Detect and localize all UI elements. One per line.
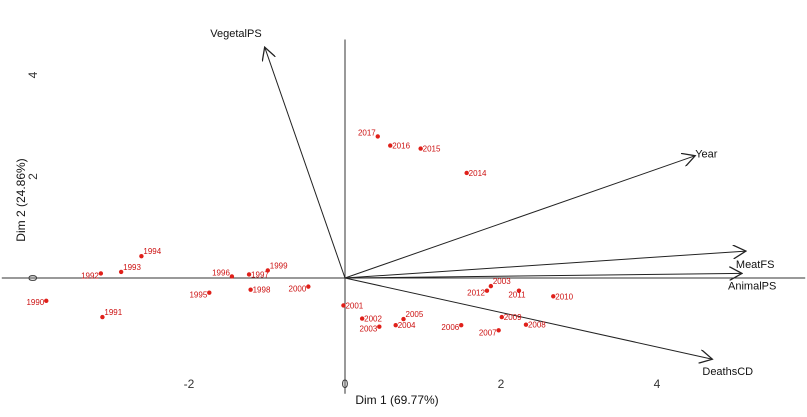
vector-label: MeatFS [736, 259, 775, 271]
y-tick-label: 4 [26, 71, 40, 78]
data-point [229, 274, 235, 279]
point-label: 1998 [253, 286, 271, 295]
data-point [523, 322, 529, 327]
point-label: 2010 [555, 292, 573, 301]
point-label: 2007 [479, 328, 497, 337]
data-point [246, 272, 252, 277]
x-tick-label: 0 [342, 377, 349, 391]
point-label: 2001 [345, 301, 363, 310]
vector-arrow [344, 277, 712, 359]
point-label: 2005 [406, 310, 424, 319]
axes-layer: -2 0 2 4 0 2 4 [1, 39, 806, 394]
vector-arrow [344, 273, 742, 278]
point-label: 2003 [493, 277, 511, 286]
data-point [375, 134, 380, 139]
data-point [341, 303, 346, 308]
vector-arrow [344, 251, 746, 279]
vector-label: Year [695, 149, 718, 161]
point-label: 1993 [123, 263, 141, 272]
data-point [100, 314, 105, 320]
data-point [139, 253, 144, 259]
point-label: 1996 [212, 268, 230, 277]
data-point [265, 268, 270, 273]
x-tick-label: 2 [498, 377, 505, 391]
point-label: 1991 [104, 308, 122, 317]
point-label: 2006 [441, 323, 459, 332]
point-label: 1995 [189, 291, 207, 300]
data-point [377, 324, 382, 329]
data-point [551, 294, 556, 299]
data-point [488, 283, 494, 289]
x-tick-label: 4 [654, 377, 661, 391]
point-label: 2000 [289, 285, 307, 294]
axis-titles: Dim 1 (69.77%) Dim 2 (24.86%) [14, 158, 439, 407]
data-point [98, 271, 104, 276]
data-point [393, 322, 398, 328]
point-label: 1997 [251, 270, 269, 279]
y-axis-title: Dim 2 (24.86%) [14, 158, 28, 241]
data-point [388, 143, 393, 148]
data-point [499, 314, 504, 320]
variable-vectors: VegetalPS Year MeatFS AnimalPS DeathsCD [210, 28, 776, 378]
vector-label: DeathsCD [702, 366, 753, 378]
x-tick-label: -2 [184, 377, 195, 391]
data-point [359, 316, 365, 321]
point-label: 2004 [398, 321, 416, 330]
point-label: 2009 [504, 313, 522, 322]
point-label: 2008 [528, 321, 546, 330]
data-point [418, 146, 423, 151]
point-label: 2003 [360, 325, 378, 334]
point-label: 2011 [508, 291, 526, 300]
data-point [401, 316, 406, 322]
vector-arrow [265, 47, 346, 279]
data-point [496, 328, 501, 333]
vector-arrow [344, 156, 695, 279]
point-label: 1994 [143, 247, 161, 256]
point-label: 2015 [423, 145, 441, 154]
point-label: 2014 [469, 169, 487, 178]
point-label: 2016 [392, 142, 410, 151]
point-label: 1992 [81, 271, 99, 280]
data-point [248, 287, 253, 292]
data-point [459, 322, 464, 328]
data-point [207, 290, 212, 295]
data-point [306, 284, 311, 289]
data-point [464, 170, 469, 176]
vector-label: AnimalPS [728, 280, 776, 292]
point-label: 2017 [358, 128, 376, 137]
vector-label: VegetalPS [210, 28, 261, 40]
x-axis-title: Dim 1 (69.77%) [355, 393, 438, 407]
y-tick-label: 0 [26, 274, 40, 281]
y-tick-label: 2 [26, 173, 40, 180]
data-point [44, 298, 49, 304]
point-label: 1999 [270, 261, 288, 270]
data-point [118, 269, 124, 275]
point-label: 2012 [467, 289, 485, 298]
data-point [484, 288, 490, 293]
point-label: 2002 [364, 315, 382, 324]
point-label: 1990 [26, 298, 44, 307]
data-point [516, 288, 522, 293]
